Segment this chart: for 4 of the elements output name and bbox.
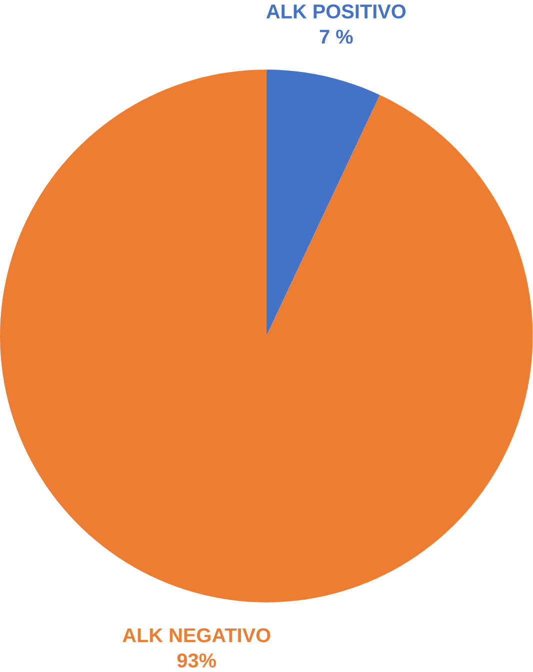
data-label: 93% [177, 653, 216, 668]
slice-label: ALK POSITIVO [266, 4, 406, 19]
data-label: 7 % [320, 30, 353, 44]
slice-label: ALK NEGATIVO [122, 628, 270, 642]
